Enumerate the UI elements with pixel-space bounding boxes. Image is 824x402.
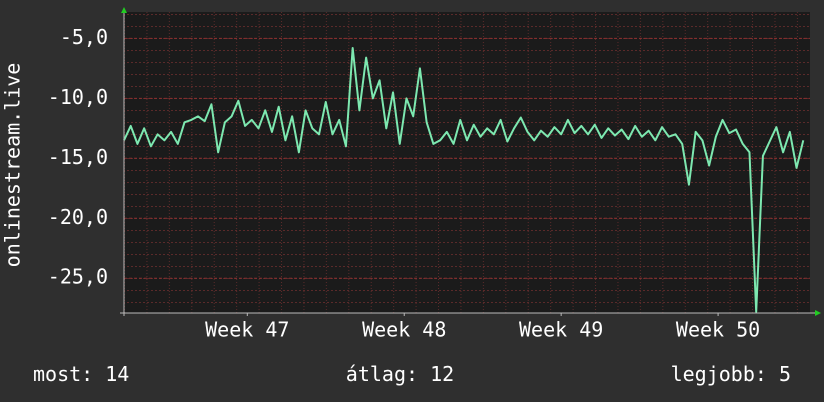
x-tick-label: Week 48 bbox=[362, 318, 446, 342]
y-tick-label: -20,0 bbox=[48, 205, 108, 229]
y-tick-label: -25,0 bbox=[48, 265, 108, 289]
footer-average: átlag: 12 bbox=[346, 362, 454, 386]
grid bbox=[124, 37, 810, 316]
y-tick-label: -5,0 bbox=[60, 25, 108, 49]
footer-value: 12 bbox=[430, 362, 454, 386]
line-series bbox=[123, 46, 805, 313]
y-tick-label: -15,0 bbox=[48, 145, 108, 169]
footer-label: legjobb: bbox=[671, 362, 767, 386]
labels: -25,0 -20,0 -15,0 -10,0 -5,0 Week 47 Week 48 We… bbox=[48, 25, 760, 342]
y-tick-label: -10,0 bbox=[48, 85, 108, 109]
footer-best: legjobb: 5 bbox=[671, 362, 791, 386]
footer-value: 5 bbox=[779, 362, 791, 386]
footer-label: most: bbox=[33, 362, 93, 386]
x-tick-label: Week 49 bbox=[519, 318, 603, 342]
series bbox=[123, 46, 805, 313]
y-axis-arrow bbox=[121, 7, 127, 13]
y-axis-label: onlinestream.live bbox=[1, 63, 25, 268]
footer-value: 14 bbox=[105, 362, 129, 386]
footer-label: átlag: bbox=[346, 362, 418, 386]
x-tick-label: Week 50 bbox=[676, 318, 760, 342]
x-tick-label: Week 47 bbox=[205, 318, 289, 342]
minor-grid-y bbox=[124, 12, 810, 313]
x-axis-arrow bbox=[815, 310, 821, 316]
footer-most: most: 14 bbox=[33, 362, 129, 386]
